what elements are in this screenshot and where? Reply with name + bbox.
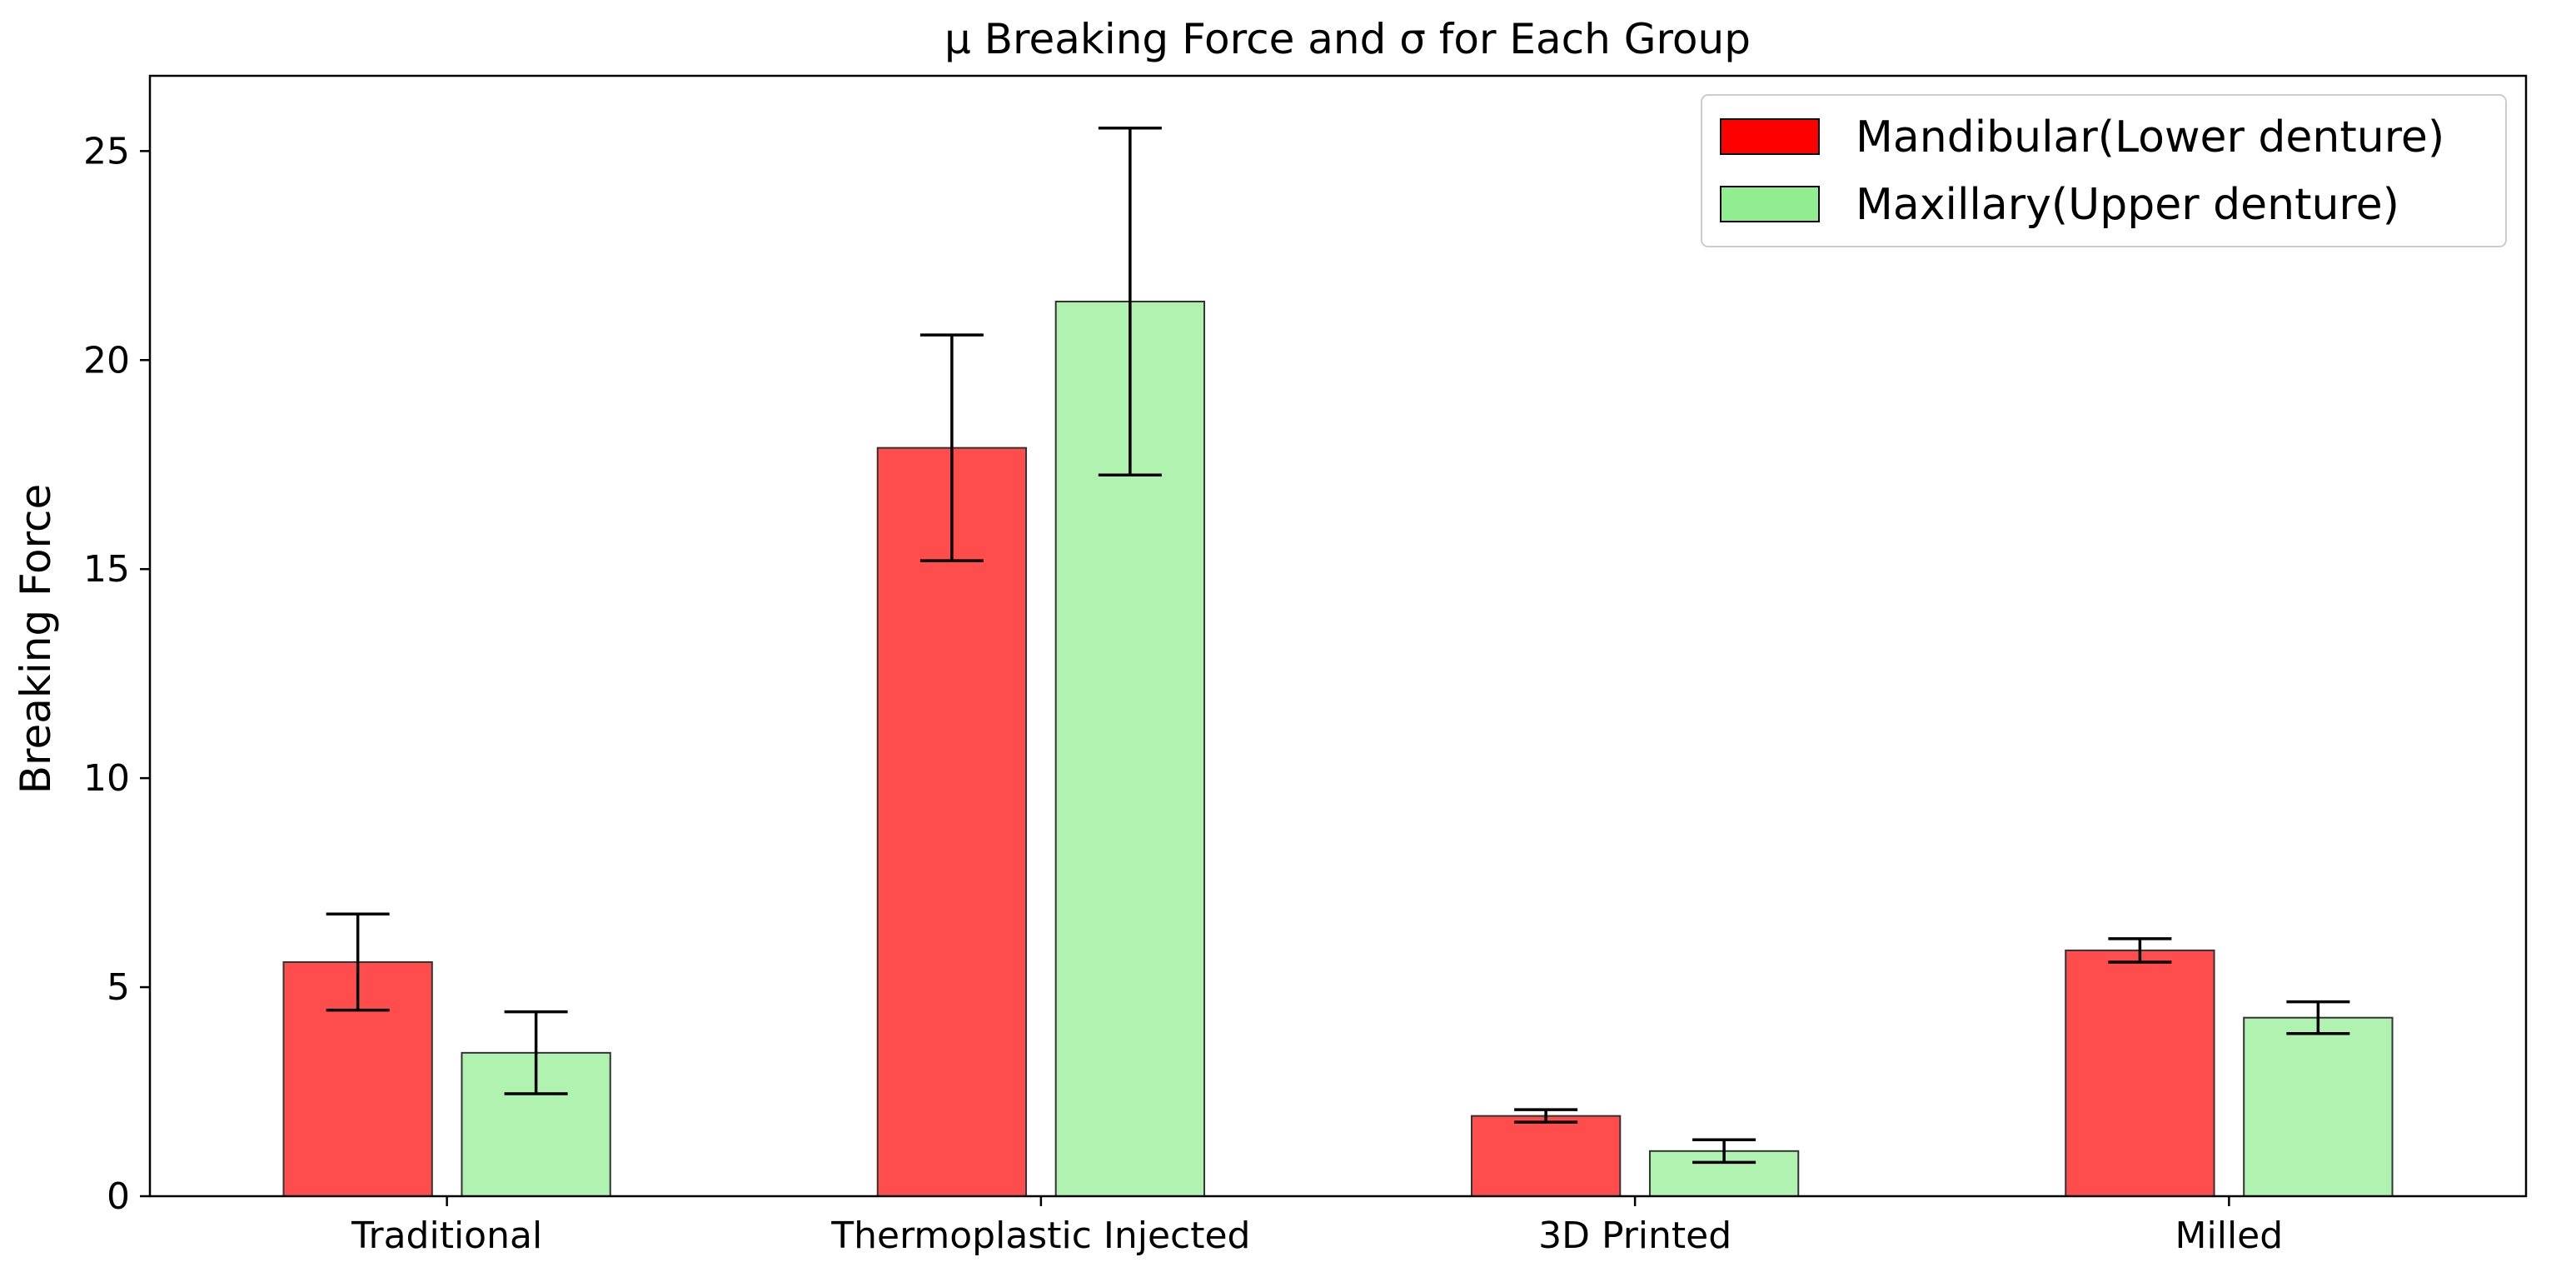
x-tick-label-3: Milled (2175, 1215, 2284, 1257)
x-axis: Traditional Thermoplastic Injected 3D Prin… (351, 1196, 2283, 1257)
legend-label-maxillary: Maxillary(Upper denture) (1856, 180, 2399, 230)
bars-layer (282, 301, 2394, 1198)
y-tick-label-4: 20 (83, 339, 130, 382)
bar-maxillary-3 (2243, 1016, 2394, 1198)
y-tick-label-2: 10 (83, 757, 130, 800)
legend-swatch-maxillary (1720, 186, 1820, 222)
error-bars-layer (326, 126, 2350, 1165)
y-tick-label-3: 15 (83, 548, 130, 591)
bar-mandibular-3 (2065, 949, 2215, 1197)
chart-title: μ Breaking Force and σ for Each Group (944, 15, 1751, 63)
bar-mandibular-2 (1470, 1115, 1622, 1198)
bar-mandibular-1 (876, 446, 1028, 1197)
legend-label-mandibular: Mandibular(Lower denture) (1856, 112, 2444, 162)
y-axis-label: Breaking Force (12, 484, 60, 795)
y-tick-label-1: 5 (107, 966, 130, 1009)
legend: Mandibular(Lower denture) Maxillary(Uppe… (1701, 94, 2507, 247)
plot-frame (148, 74, 2528, 1198)
y-tick-label-0: 0 (107, 1175, 130, 1218)
legend-swatch-mandibular (1720, 118, 1820, 155)
y-axis: 0 5 10 15 20 25 (83, 130, 150, 1218)
x-tick-label-0: Traditional (351, 1215, 542, 1257)
legend-box (1701, 94, 2507, 247)
x-tick-label-2: 3D Printed (1538, 1215, 1731, 1257)
x-tick-label-1: Thermoplastic Injected (830, 1215, 1250, 1257)
y-tick-label-5: 25 (83, 130, 130, 172)
